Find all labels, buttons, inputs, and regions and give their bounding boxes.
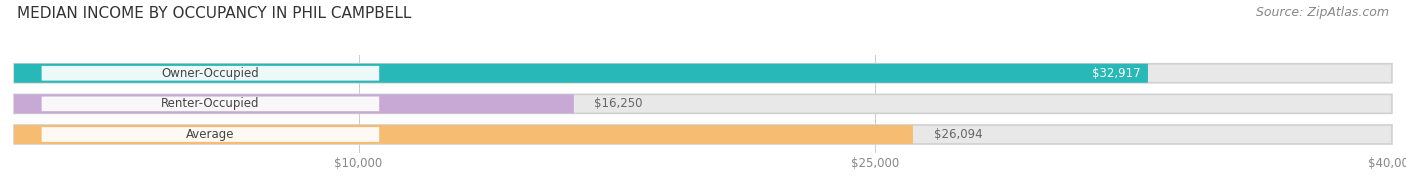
FancyBboxPatch shape: [14, 94, 1392, 113]
Text: $26,094: $26,094: [934, 128, 983, 141]
FancyBboxPatch shape: [42, 127, 380, 142]
FancyBboxPatch shape: [14, 64, 1147, 83]
FancyBboxPatch shape: [42, 97, 380, 111]
Text: MEDIAN INCOME BY OCCUPANCY IN PHIL CAMPBELL: MEDIAN INCOME BY OCCUPANCY IN PHIL CAMPB…: [17, 6, 411, 21]
FancyBboxPatch shape: [14, 125, 1392, 144]
FancyBboxPatch shape: [14, 64, 1392, 83]
Text: $16,250: $16,250: [595, 97, 643, 110]
FancyBboxPatch shape: [14, 125, 912, 144]
Text: Owner-Occupied: Owner-Occupied: [162, 67, 259, 80]
FancyBboxPatch shape: [42, 66, 380, 81]
Text: Renter-Occupied: Renter-Occupied: [162, 97, 260, 110]
FancyBboxPatch shape: [14, 94, 574, 113]
Text: $32,917: $32,917: [1092, 67, 1142, 80]
Text: Average: Average: [186, 128, 235, 141]
Text: Source: ZipAtlas.com: Source: ZipAtlas.com: [1256, 6, 1389, 19]
